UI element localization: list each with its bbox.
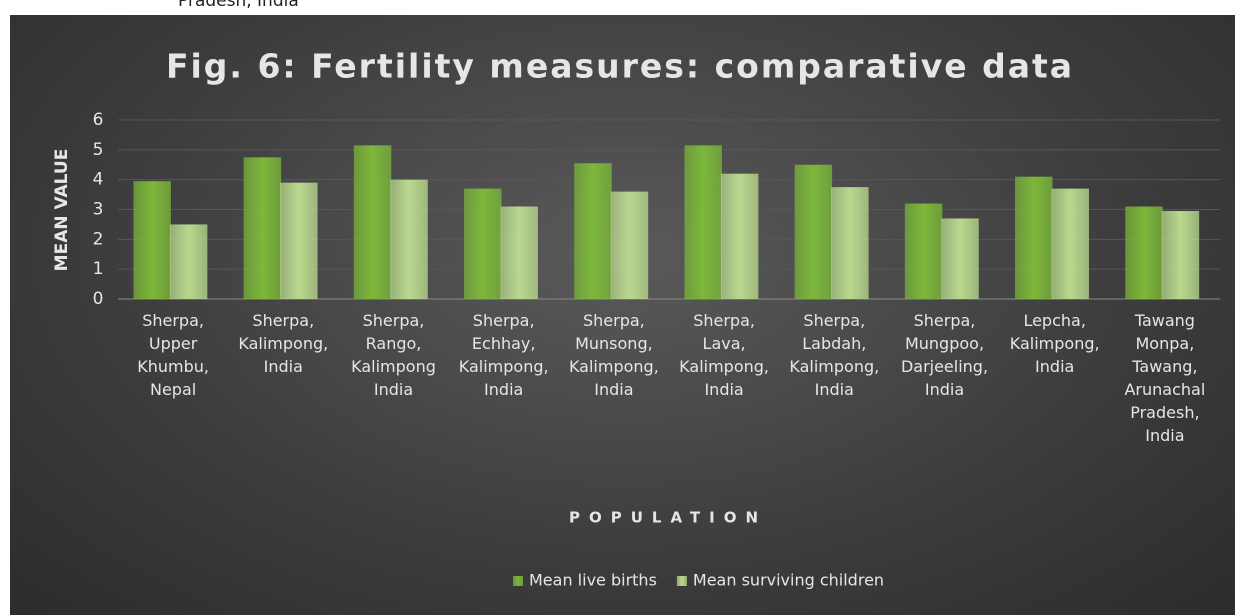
bar [353, 145, 392, 299]
bar [464, 188, 502, 299]
bar [1051, 188, 1089, 299]
chart-title: Fig. 6: Fertility measures: comparative … [166, 47, 1074, 86]
legend-label: Mean surviving children [693, 571, 884, 590]
x-tick-label: Sherpa, Kalimpong, India [238, 311, 329, 376]
bar [1125, 206, 1163, 299]
x-tick-label: Sherpa, Mungpoo, Darjeeling, India [900, 311, 989, 399]
y-axis-title: MEAN VALUE [52, 149, 72, 272]
bar [1015, 176, 1053, 299]
x-axis-title: POPULATION [569, 509, 767, 527]
x-tick-label: Lepcha, Kalimpong, India [1009, 311, 1100, 376]
bar [720, 173, 759, 299]
x-tick-label: Sherpa, Munsong, Kalimpong, India [568, 311, 659, 399]
x-tick-label: Tawang Monpa, Tawang, Arunachal Pradesh,… [1124, 311, 1206, 445]
y-tick-label: 4 [93, 170, 104, 190]
bar [133, 181, 171, 299]
chart-panel [10, 15, 1235, 615]
y-tick-label: 6 [93, 110, 104, 130]
x-tick-label: Sherpa, Lava, Kalimpong, India [679, 311, 769, 399]
bar [1161, 210, 1200, 299]
y-tick-label: 1 [93, 259, 104, 279]
bar [794, 164, 833, 299]
bar [280, 182, 318, 299]
bar [904, 203, 943, 299]
bar [831, 187, 869, 299]
y-tick-label: 3 [93, 200, 104, 220]
y-tick-label: 2 [93, 229, 104, 249]
legend-label: Mean live births [529, 571, 657, 590]
x-tick-label: Sherpa, Echhay, Kalimpong, India [458, 311, 549, 399]
bar [169, 224, 208, 299]
legend-swatch [513, 576, 523, 586]
caption-fragment: Pradesh, India [178, 0, 299, 11]
x-tick-label: Sherpa, Labdah, Kalimpong, India [789, 311, 880, 399]
bar [610, 191, 649, 299]
bar [684, 145, 722, 299]
y-tick-label: 5 [93, 140, 104, 160]
bar [243, 157, 282, 299]
bar [390, 179, 428, 299]
bar [500, 206, 538, 299]
bar [941, 218, 979, 299]
x-tick-label: Sherpa, Rango, Kalimpong India [351, 311, 436, 399]
y-tick-label: 0 [93, 289, 104, 309]
bar [574, 163, 612, 299]
x-tick-label: Sherpa, Upper Khumbu, Nepal [137, 311, 209, 399]
legend-swatch [676, 576, 687, 586]
